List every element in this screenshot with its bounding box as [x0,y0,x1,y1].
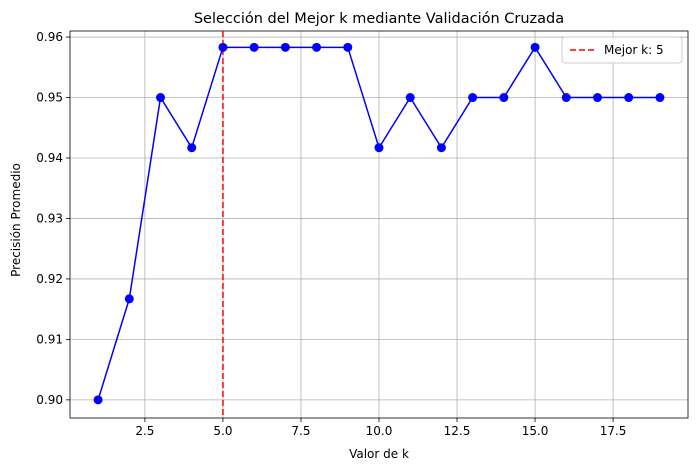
x-tick-label: 7.5 [291,424,310,438]
y-tick-label: 0.96 [36,30,63,44]
x-tick-label: 10.0 [366,424,393,438]
data-point [343,42,353,52]
y-axis-label: Precisión Promedio [9,163,23,277]
legend-box [561,36,683,64]
y-tick-label: 0.92 [36,272,63,286]
x-tick-label: 12.5 [444,424,471,438]
y-axis-ticks: 0.90 0.91 0.92 0.93 0.94 0.95 0.96 [36,30,70,407]
x-axis-ticks: 2.5 5.0 7.5 10.0 12.5 15.0 17.5 [135,418,626,438]
data-point [624,93,634,103]
chart-title: Selección del Mejor k mediante Validació… [194,11,564,27]
x-tick-label: 15.0 [522,424,549,438]
data-point [312,42,322,52]
data-point [187,143,197,153]
legend-label: Mejor k: 5 [604,43,664,57]
legend: Mejor k: 5 [561,36,683,64]
data-point [436,143,446,153]
y-tick-label: 0.95 [36,91,63,105]
data-point [655,93,665,103]
data-point [405,93,415,103]
y-tick-label: 0.90 [36,393,63,407]
data-point [499,93,509,103]
x-axis-label: Valor de k [349,447,409,461]
data-point [124,294,134,304]
data-point [280,42,290,52]
x-tick-label: 2.5 [135,424,154,438]
accuracy-series [93,42,665,405]
data-point [156,93,166,103]
data-point [218,42,228,52]
y-tick-label: 0.93 [36,211,63,225]
data-point [93,395,103,405]
data-point [530,42,540,52]
data-point [561,93,571,103]
x-tick-label: 17.5 [600,424,627,438]
data-point [468,93,478,103]
data-point [374,143,384,153]
x-tick-label: 5.0 [213,424,232,438]
y-tick-label: 0.94 [36,151,63,165]
data-point [592,93,602,103]
y-tick-label: 0.91 [36,332,63,346]
data-point [249,42,259,52]
